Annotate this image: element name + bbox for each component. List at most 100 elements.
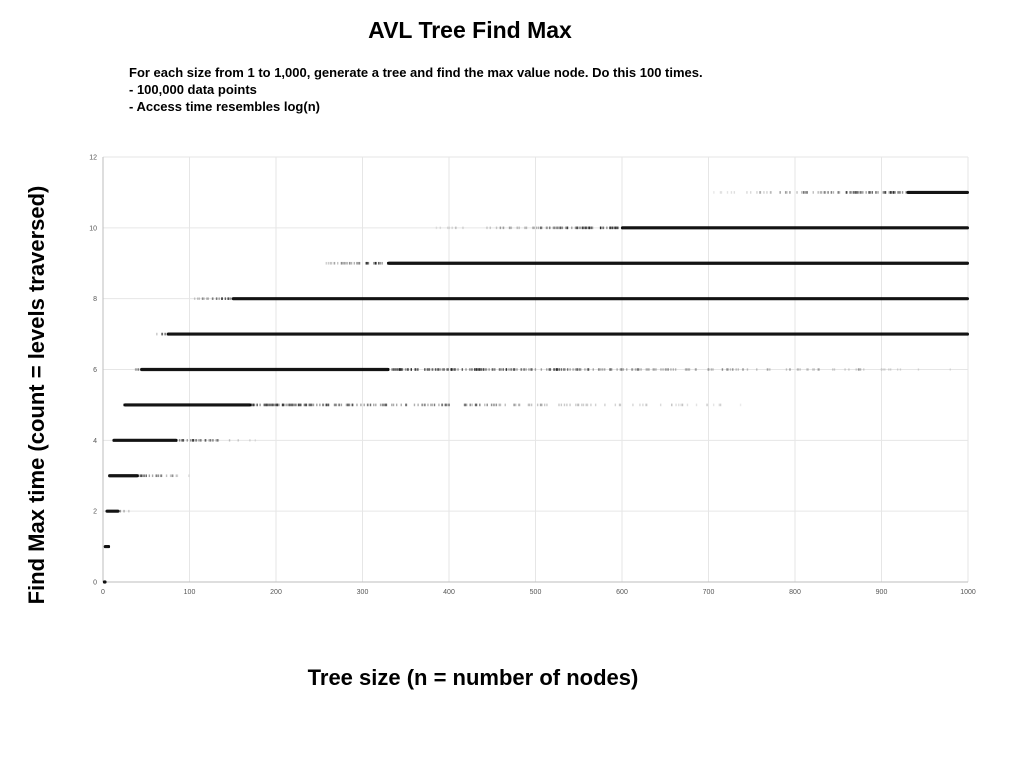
data-point: [309, 403, 312, 407]
data-point: [340, 403, 343, 407]
data-point: [140, 474, 142, 478]
data-point: [779, 191, 782, 194]
data-point: [675, 403, 677, 407]
data-point: [137, 368, 139, 371]
data-point: [813, 368, 815, 371]
data-point: [713, 191, 715, 194]
data-point: [890, 191, 892, 194]
data-point: [591, 226, 594, 230]
data-point: [413, 403, 416, 407]
data-point: [333, 261, 336, 265]
data-point: [502, 368, 504, 371]
data-point: [337, 261, 339, 265]
data-point: [462, 226, 464, 230]
data-point: [297, 403, 300, 407]
data-point: [830, 191, 832, 194]
data-point: [616, 368, 618, 371]
data-point: [384, 403, 386, 407]
data-point: [276, 403, 278, 407]
data-point: [450, 368, 452, 371]
data-point: [375, 403, 377, 407]
data-point: [465, 368, 467, 371]
data-point: [300, 403, 302, 407]
data-point: [672, 368, 675, 371]
data-point: [609, 226, 611, 230]
data-point: [718, 403, 720, 407]
data-point: [176, 474, 179, 478]
data-point: [401, 368, 403, 371]
data-point: [499, 226, 501, 230]
data-point: [475, 368, 478, 371]
data-point: [530, 368, 533, 371]
data-point: [283, 403, 285, 407]
data-point: [575, 226, 578, 230]
data-point: [478, 368, 481, 371]
data-band: [112, 438, 178, 442]
data-band: [108, 474, 139, 478]
data-point: [293, 403, 295, 407]
data-point: [379, 261, 381, 265]
data-point: [588, 226, 591, 230]
data-point: [537, 226, 540, 230]
data-point: [211, 439, 214, 442]
data-point: [786, 191, 788, 194]
data-point: [859, 191, 862, 194]
data-point: [381, 403, 384, 407]
data-point: [451, 368, 453, 371]
data-point: [638, 368, 640, 371]
data-point: [513, 403, 515, 407]
data-point: [182, 439, 184, 442]
data-point: [414, 368, 417, 371]
data-point: [520, 368, 523, 371]
data-point: [345, 403, 348, 407]
data-point: [417, 368, 419, 371]
data-point: [263, 403, 265, 407]
data-point: [708, 368, 710, 371]
data-point: [288, 403, 290, 407]
data-point: [560, 403, 563, 407]
data-point: [445, 403, 448, 407]
data-point: [584, 368, 586, 371]
data-point: [434, 368, 437, 371]
data-point: [556, 226, 558, 230]
data-point: [719, 191, 722, 194]
data-point: [345, 261, 347, 265]
data-point: [394, 368, 397, 371]
data-point: [399, 368, 402, 371]
data-point: [546, 226, 548, 230]
data-point: [726, 368, 728, 371]
data-point: [479, 368, 481, 371]
data-point: [731, 368, 734, 371]
data-point: [576, 226, 578, 230]
data-point: [135, 368, 137, 371]
data-point: [433, 403, 436, 407]
data-point: [531, 368, 533, 371]
data-point: [865, 191, 867, 194]
data-point: [564, 368, 566, 371]
data-point: [667, 368, 669, 371]
data-point: [599, 226, 602, 230]
data-point: [227, 297, 229, 300]
data-point: [576, 226, 579, 230]
data-point: [198, 297, 200, 300]
data-point: [465, 403, 467, 407]
data-point: [528, 403, 531, 407]
data-point: [454, 368, 456, 371]
data-point: [707, 368, 709, 371]
data-point: [784, 191, 787, 194]
x-tick-label: 400: [443, 589, 455, 596]
data-point: [469, 403, 471, 407]
data-point: [189, 439, 192, 442]
data-point: [405, 403, 407, 407]
data-point: [341, 261, 344, 265]
data-point: [267, 403, 269, 407]
data-point: [849, 191, 851, 194]
description-bullet: - Access time resembles log(n): [129, 99, 320, 114]
data-point: [759, 191, 762, 194]
data-point: [556, 368, 558, 371]
data-point: [534, 368, 537, 371]
data-point: [883, 191, 885, 194]
data-point: [517, 403, 520, 407]
data-point: [619, 368, 622, 371]
data-point: [735, 368, 737, 371]
